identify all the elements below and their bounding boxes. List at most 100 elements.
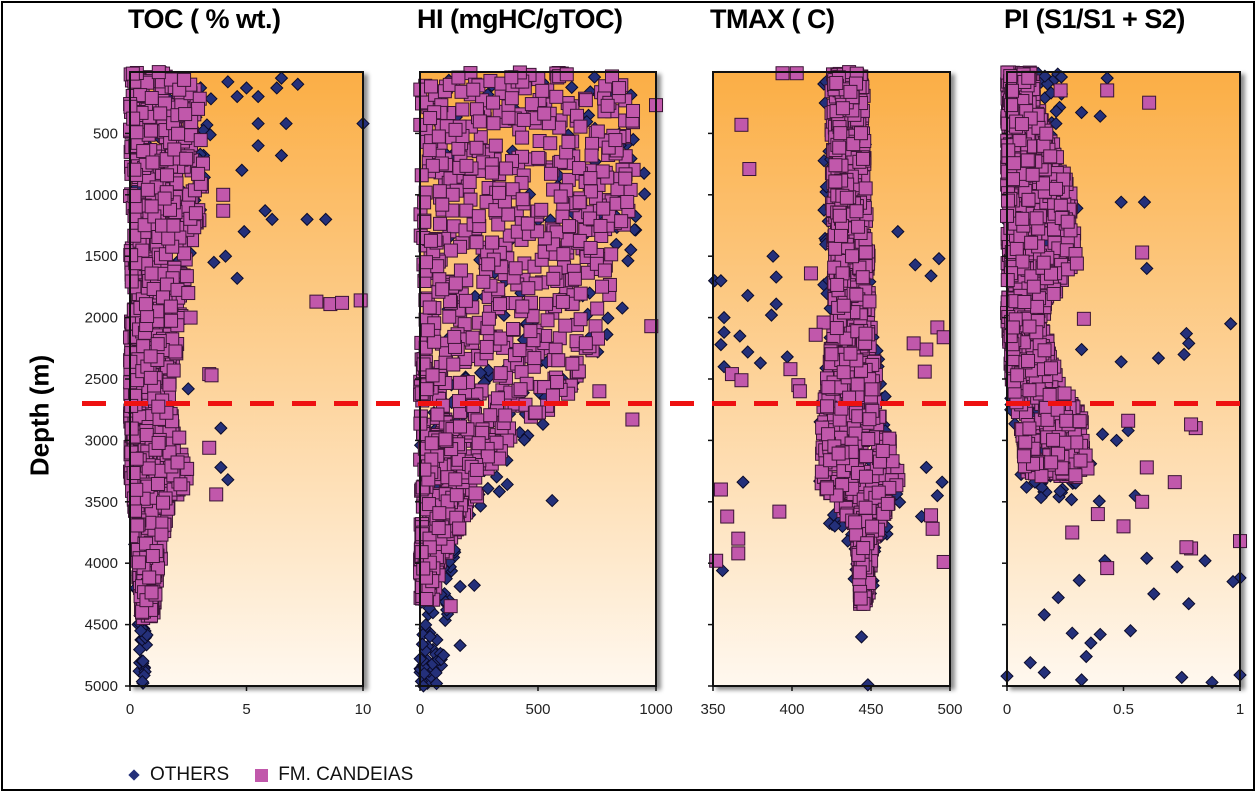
point-candeias bbox=[731, 531, 746, 546]
point-candeias bbox=[153, 106, 168, 121]
point-candeias bbox=[1135, 245, 1150, 260]
x-tick-label: 400 bbox=[779, 701, 804, 718]
point-candeias bbox=[127, 162, 142, 177]
point-candeias bbox=[1037, 343, 1052, 358]
point-candeias bbox=[465, 330, 480, 345]
point-candeias bbox=[168, 344, 183, 359]
point-others bbox=[251, 116, 265, 131]
point-candeias bbox=[543, 136, 558, 151]
point-candeias bbox=[1024, 235, 1039, 250]
point-candeias bbox=[136, 144, 151, 159]
point-candeias bbox=[424, 436, 439, 451]
point-candeias bbox=[1046, 432, 1061, 447]
point-candeias bbox=[584, 148, 599, 163]
point-others bbox=[239, 81, 254, 95]
point-candeias bbox=[166, 218, 181, 233]
point-candeias bbox=[1001, 143, 1016, 158]
point-candeias bbox=[181, 286, 196, 301]
point-candeias bbox=[157, 191, 172, 206]
point-candeias bbox=[1139, 460, 1154, 475]
point-candeias bbox=[1135, 494, 1150, 509]
point-candeias bbox=[820, 399, 835, 414]
point-others bbox=[300, 212, 314, 227]
point-candeias bbox=[843, 346, 858, 361]
x-tick-label: 0 bbox=[126, 701, 134, 718]
point-candeias bbox=[1021, 192, 1036, 207]
point-others bbox=[181, 382, 195, 396]
point-candeias bbox=[593, 218, 608, 233]
point-candeias bbox=[620, 194, 635, 209]
point-candeias bbox=[936, 330, 951, 345]
point-candeias bbox=[824, 347, 839, 362]
point-candeias bbox=[422, 143, 437, 158]
point-candeias bbox=[520, 216, 535, 231]
point-candeias bbox=[143, 349, 158, 364]
point-candeias bbox=[734, 117, 749, 132]
point-candeias bbox=[551, 353, 566, 368]
point-candeias bbox=[431, 521, 446, 536]
point-candeias bbox=[163, 299, 178, 314]
point-candeias bbox=[455, 102, 470, 117]
point-candeias bbox=[452, 521, 467, 536]
point-candeias bbox=[167, 142, 182, 157]
point-candeias bbox=[414, 168, 429, 183]
point-candeias bbox=[514, 365, 529, 380]
point-candeias bbox=[612, 81, 627, 96]
point-candeias bbox=[531, 150, 546, 165]
point-candeias bbox=[1116, 519, 1131, 534]
point-candeias bbox=[448, 276, 463, 291]
point-candeias bbox=[734, 373, 749, 388]
point-candeias bbox=[481, 257, 496, 272]
point-candeias bbox=[713, 482, 728, 497]
panel-title-pi: PI (S1/S1 + S2) bbox=[1004, 4, 1185, 34]
y-tick-label: 1500 bbox=[85, 248, 118, 265]
point-candeias bbox=[451, 141, 466, 156]
point-candeias bbox=[124, 421, 139, 436]
point-candeias bbox=[481, 311, 496, 326]
point-candeias bbox=[144, 585, 159, 600]
point-candeias bbox=[1121, 413, 1136, 428]
point-candeias bbox=[1015, 211, 1030, 226]
point-candeias bbox=[1044, 455, 1059, 470]
point-candeias bbox=[590, 124, 605, 139]
point-others bbox=[135, 674, 150, 689]
point-candeias bbox=[578, 93, 593, 108]
point-candeias bbox=[843, 84, 858, 99]
point-candeias bbox=[172, 430, 187, 445]
point-candeias bbox=[164, 313, 179, 328]
point-candeias bbox=[143, 370, 158, 385]
point-candeias bbox=[516, 112, 531, 127]
point-candeias bbox=[618, 171, 633, 186]
x-tick-label: 5 bbox=[242, 701, 250, 718]
x-tick-label: 500 bbox=[937, 701, 962, 718]
point-candeias bbox=[443, 243, 458, 258]
point-candeias bbox=[140, 182, 155, 197]
point-candeias bbox=[191, 166, 206, 181]
point-candeias bbox=[435, 282, 450, 297]
point-candeias bbox=[585, 136, 600, 151]
point-candeias bbox=[433, 216, 448, 231]
point-candeias bbox=[1053, 83, 1068, 98]
point-candeias bbox=[709, 553, 724, 568]
panel-4: 0 0.5 1 bbox=[1000, 65, 1247, 718]
point-candeias bbox=[608, 133, 623, 148]
point-candeias bbox=[484, 165, 499, 180]
point-candeias bbox=[1043, 149, 1058, 164]
point-candeias bbox=[451, 70, 466, 85]
point-candeias bbox=[459, 158, 474, 173]
point-candeias bbox=[1014, 117, 1029, 132]
point-candeias bbox=[468, 486, 483, 501]
point-candeias bbox=[720, 509, 735, 524]
point-candeias bbox=[917, 364, 932, 379]
point-candeias bbox=[151, 435, 166, 450]
point-candeias bbox=[783, 362, 798, 377]
point-others bbox=[207, 255, 221, 270]
point-candeias bbox=[422, 300, 437, 315]
point-candeias bbox=[173, 477, 188, 492]
point-others bbox=[251, 138, 265, 153]
point-candeias bbox=[590, 301, 605, 316]
point-candeias bbox=[1059, 413, 1074, 428]
point-candeias bbox=[543, 166, 558, 181]
point-candeias bbox=[865, 519, 880, 534]
